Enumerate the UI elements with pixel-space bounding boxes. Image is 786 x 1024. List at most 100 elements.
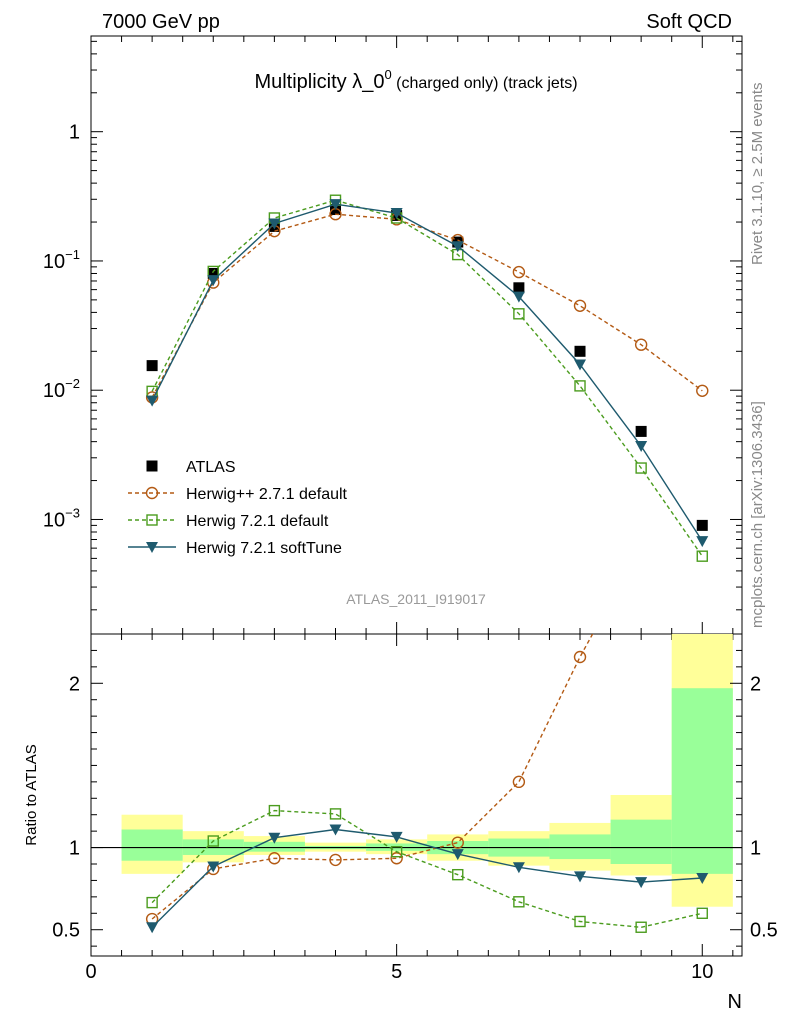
ratio-point-herwig-7-2-1-default	[390, 845, 403, 858]
ratio-point-herwig-7-2-1-softtune	[390, 831, 403, 843]
y-tick-label-base: 10	[43, 509, 65, 531]
ratio-point-herwig-2-7-1-default	[512, 775, 526, 789]
ratio-band-green	[671, 688, 733, 874]
ratio-band-green	[610, 819, 672, 864]
y-tick-label-exponent: −2	[65, 376, 80, 391]
series-line-herwig-7-2-1-softtune	[151, 203, 703, 542]
rivet-version-label: Rivet 3.1.10, ≥ 2.5M events	[749, 83, 766, 266]
chart-title: Multiplicity λ_00 (charged only) (track …	[254, 67, 577, 93]
data-point-herwig-7-2-1-softtune	[268, 218, 281, 230]
ratio-point-herwig-7-2-1-softtune	[574, 871, 587, 883]
ratio-line-herwig-7-2-1-softtune	[151, 828, 703, 928]
ratio-point-herwig-7-2-1-softtune	[512, 862, 525, 874]
data-point-herwig-2-7-1-default	[573, 299, 587, 312]
y-tick-label: 10−2	[43, 376, 80, 402]
y-tick-label-exponent: −1	[65, 247, 80, 262]
ratio-band-green	[243, 841, 305, 852]
ratio-point-herwig-2-7-1-default	[268, 852, 281, 865]
chart-title-main: Multiplicity λ_0	[254, 71, 384, 93]
y-tick-label-base: 10	[43, 380, 65, 402]
ratio-y-tick-label-right: 1	[750, 838, 761, 860]
legend-marker-herwig-7-2-1-default	[146, 514, 158, 526]
ratio-band-green	[121, 829, 183, 861]
chart-title-small: (charged only) (track jets)	[392, 75, 578, 92]
legend-label-atlas: ATLAS	[186, 459, 236, 476]
mcplots-label: mcplots.cern.ch [arXiv:1306.3436]	[749, 401, 766, 628]
ratio-point-herwig-7-2-1-default	[452, 868, 464, 881]
data-point-atlas	[574, 345, 586, 357]
series-line-herwig-7-2-1-default	[151, 199, 703, 557]
data-point-herwig-2-7-1-default	[634, 338, 648, 351]
y-tick-label-exponent: −3	[65, 505, 80, 520]
ratio-line-herwig-7-2-1-default	[151, 809, 703, 929]
header-process-label: Soft QCD	[646, 11, 732, 33]
x-tick-label: 0	[85, 961, 96, 983]
ratio-plot-layer: 0 5 10 0.5 0.5 1 1 2 2	[52, 634, 778, 983]
ratio-point-herwig-7-2-1-default	[696, 907, 708, 919]
ratio-point-herwig-7-2-1-default	[329, 808, 342, 820]
ratio-line-herwig-2-7-1-default	[151, 634, 594, 920]
x-tick-label: 5	[391, 961, 402, 983]
ratio-point-herwig-7-2-1-softtune	[451, 849, 464, 861]
legend-label-herwig-7-2-1-softtune: Herwig 7.2.1 softTune	[186, 540, 342, 557]
ratio-point-herwig-7-2-1-default	[268, 804, 281, 817]
ratio-point-herwig-2-7-1-default	[390, 852, 403, 865]
data-point-herwig-7-2-1-default	[513, 308, 525, 320]
legend-marker-atlas	[146, 460, 158, 472]
header-energy-label: 7000 GeV pp	[102, 11, 220, 33]
x-tick-label: 10	[691, 961, 713, 983]
legend-label-herwig-7-2-1-default: Herwig 7.2.1 default	[186, 513, 329, 530]
data-point-atlas	[207, 267, 219, 279]
y-tick-label: 1	[69, 122, 80, 144]
ratio-band-green	[549, 834, 611, 860]
data-point-herwig-7-2-1-softtune	[390, 207, 403, 219]
data-point-herwig-7-2-1-default	[574, 380, 586, 392]
ratio-series-group	[145, 634, 709, 934]
legend-marker-herwig-2-7-1-default	[145, 486, 159, 500]
data-point-herwig-7-2-1-softtune	[329, 199, 342, 211]
ratio-point-herwig-7-2-1-default	[574, 915, 586, 928]
data-point-herwig-7-2-1-softtune	[146, 395, 159, 407]
x-axis-label: N	[728, 991, 742, 1013]
ratio-y-tick-label: 2	[69, 673, 80, 695]
analysis-watermark: ATLAS_2011_I919017	[346, 591, 486, 607]
data-point-herwig-2-7-1-default	[696, 384, 709, 397]
data-point-herwig-2-7-1-default	[512, 265, 526, 279]
y-tick-label-base: 10	[43, 251, 65, 273]
legend: ATLAS Herwig++ 2.7.1 default Herwig 7.2.1 …	[128, 459, 348, 557]
data-point-atlas	[635, 425, 647, 437]
data-point-herwig-7-2-1-softtune	[207, 275, 220, 287]
ratio-point-herwig-7-2-1-softtune	[635, 877, 648, 889]
main-plot-layer: 110−110−210−3	[43, 36, 742, 956]
ratio-point-herwig-2-7-1-default	[329, 853, 342, 867]
ratio-point-herwig-7-2-1-softtune	[696, 872, 709, 884]
ratio-point-herwig-2-7-1-default	[451, 836, 464, 849]
ratio-point-herwig-7-2-1-softtune	[146, 922, 159, 934]
y-tick-label: 10−1	[43, 247, 80, 273]
ratio-point-herwig-2-7-1-default	[573, 650, 587, 664]
y-tick-label-base: 1	[69, 122, 80, 144]
data-point-herwig-7-2-1-default	[696, 550, 708, 562]
data-point-herwig-7-2-1-softtune	[696, 536, 709, 548]
ratio-point-herwig-7-2-1-default	[635, 921, 647, 933]
data-point-atlas	[146, 360, 158, 372]
ratio-point-herwig-7-2-1-default	[207, 835, 219, 847]
ratio-point-herwig-7-2-1-softtune	[329, 824, 342, 836]
ratio-y-tick-label: 1	[69, 838, 80, 860]
legend-marker-herwig-7-2-1-softtune	[146, 542, 158, 553]
ratio-plot-frame	[90, 633, 743, 957]
ratio-point-herwig-7-2-1-default	[146, 896, 158, 909]
legend-label-herwig-2-7-1-default: Herwig++ 2.7.1 default	[186, 486, 348, 503]
ratio-point-herwig-7-2-1-softtune	[207, 861, 220, 873]
ratio-y-tick-label-right: 0.5	[750, 920, 778, 942]
data-point-atlas	[696, 519, 708, 531]
y-tick-label: 10−3	[43, 505, 80, 531]
data-point-herwig-7-2-1-softtune	[512, 291, 525, 303]
ratio-y-tick-label: 0.5	[52, 920, 80, 942]
data-point-herwig-7-2-1-softtune	[574, 359, 587, 371]
data-point-herwig-7-2-1-default	[635, 462, 647, 474]
ratio-point-herwig-7-2-1-default	[513, 896, 525, 908]
data-point-atlas	[513, 282, 525, 294]
ratio-point-herwig-7-2-1-softtune	[268, 832, 281, 844]
data-point-herwig-7-2-1-softtune	[451, 241, 464, 253]
